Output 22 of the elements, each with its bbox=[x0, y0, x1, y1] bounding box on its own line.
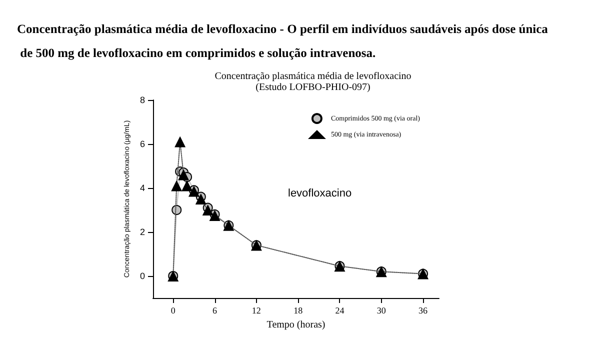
x-tick-label: 0 bbox=[170, 306, 176, 316]
point bbox=[202, 204, 214, 216]
x-tick-label: 24 bbox=[335, 306, 345, 316]
point bbox=[178, 169, 190, 180]
x-tick-label: 18 bbox=[294, 306, 304, 316]
y-tick-label: 8 bbox=[140, 95, 145, 105]
chart-title: Concentração plasmática média de levofloxacino - O perfil em indivíduos saudáveis após dose única de 500 mg de levofloxacino em comprimidos e solução intravenosa. bbox=[17, 22, 549, 60]
point bbox=[182, 180, 193, 192]
chart-subtitle: Concentração plasmática média de levofloxacino (Estudo LOFBO-PHIO-097) bbox=[214, 71, 412, 93]
x-tick-label: 36 bbox=[418, 306, 428, 316]
y-tick-label: 4 bbox=[140, 183, 145, 193]
x-tick-label: 30 bbox=[376, 306, 386, 316]
point bbox=[174, 136, 186, 148]
y-tick-label: 2 bbox=[140, 227, 145, 237]
point bbox=[171, 180, 182, 192]
x-axis-title: Tempo (horas) bbox=[266, 320, 326, 330]
point bbox=[195, 194, 206, 204]
x-tick-label: 12 bbox=[252, 306, 261, 316]
annotation: levofloxacino bbox=[288, 188, 352, 200]
x-tick-label: 6 bbox=[212, 306, 218, 316]
y-tick-label: 6 bbox=[140, 139, 145, 149]
y-tick-label: 0 bbox=[140, 271, 145, 281]
